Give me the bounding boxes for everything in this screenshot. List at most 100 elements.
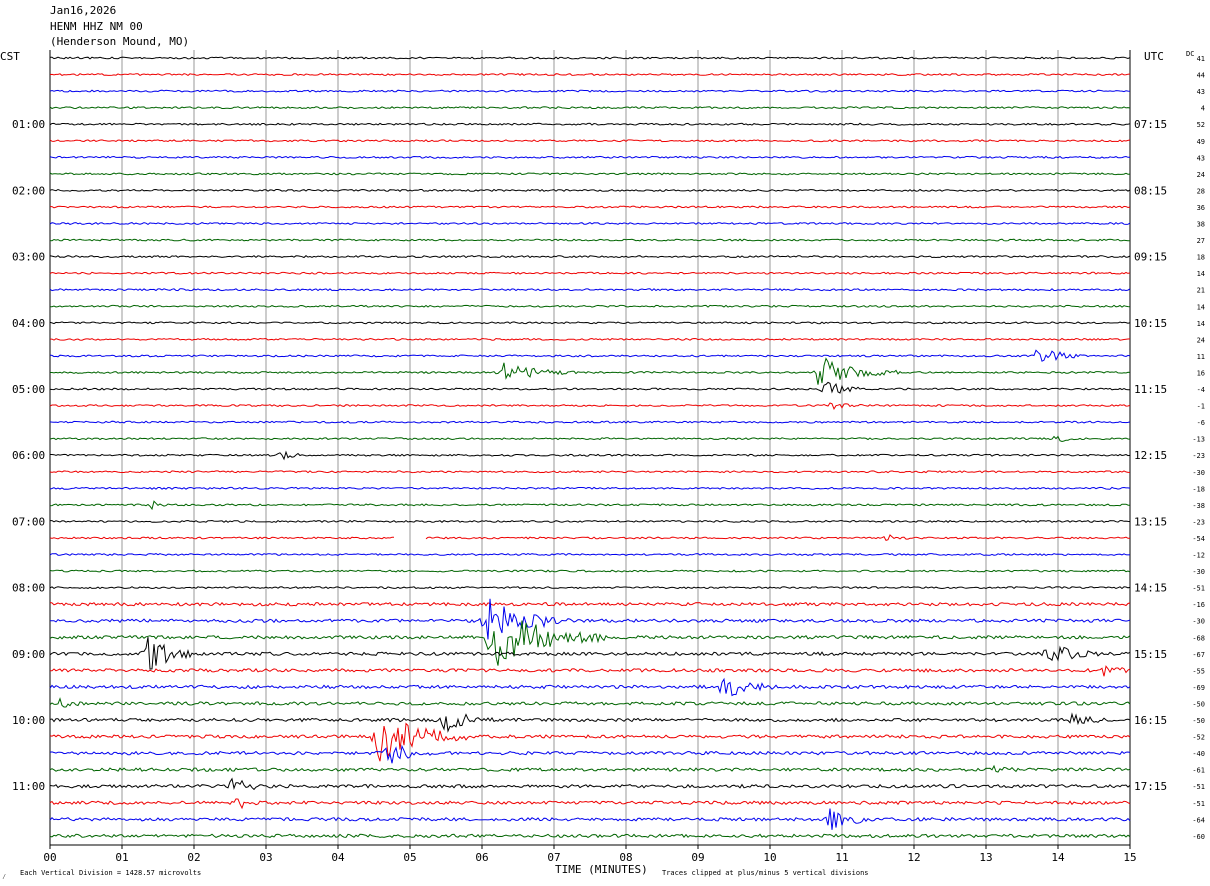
trace-row-26 [49,486,1131,490]
dc-offset-label: -13 [1192,436,1205,444]
station-location: (Henderson Mound, MO) [50,35,190,48]
dc-offset-label: -50 [1192,700,1205,708]
trace-rows [49,56,1131,839]
corner-mark: ⁄ [2,873,6,881]
x-tick-label: 01 [115,851,128,864]
right-axis-title: UTC [1144,50,1164,63]
dc-offset-label: -51 [1192,585,1205,593]
left-axis-title: CST [0,50,20,63]
dc-offset-label: -51 [1192,800,1205,808]
dc-offset-label: -23 [1192,518,1205,526]
chart-date: Jan16,2026 [50,4,117,17]
trace-row-22 [49,420,1131,424]
trace-row-3 [49,106,1131,110]
dc-offset-label: -68 [1192,634,1205,642]
trace-row-35 [49,620,1131,666]
trace-row-8 [49,188,1131,192]
trace-row-16 [49,321,1131,325]
trace-row-20 [49,381,1131,394]
minute-grid [49,50,1131,846]
cst-time-label: 02:00 [12,184,45,197]
trace-row-2 [49,89,1131,93]
x-tick-label: 02 [187,851,200,864]
dc-offset-label: -67 [1192,651,1205,659]
trace-row-34 [50,598,1131,640]
trace-row-43 [49,764,1131,773]
trace-row-5 [49,139,1131,143]
x-tick-label: 03 [259,851,272,864]
cst-time-label: 11:00 [12,780,45,793]
trace-row-37 [50,665,1131,677]
utc-time-label: 09:15 [1134,251,1167,264]
trace-row-25 [49,470,1130,474]
utc-time-label: 08:15 [1134,184,1167,197]
dc-offset-label: -55 [1192,667,1205,675]
station-code: HENM HHZ NM 00 [50,20,143,33]
x-tick-label: 00 [43,851,56,864]
utc-time-label: 13:15 [1134,515,1167,528]
dc-offset-label: -4 [1197,386,1205,394]
x-tick-label: 13 [979,851,992,864]
dc-offset-label: 27 [1197,237,1205,245]
trace-row-40 [49,712,1131,733]
dc-offset-label: 52 [1197,121,1205,129]
dc-offset-label: -12 [1192,552,1205,560]
dc-offset-label: 11 [1197,353,1205,361]
dc-offset-label: 14 [1197,303,1205,311]
dc-offset-label: -40 [1192,750,1205,758]
trace-row-23 [49,435,1131,443]
dc-offset-label: -64 [1192,816,1205,824]
trace-row-15 [50,304,1131,308]
trace-row-39 [49,697,1131,708]
dc-offset-label: 24 [1197,336,1205,344]
trace-row-29 [49,534,1131,542]
x-tick-label: 10 [763,851,776,864]
trace-row-1 [49,73,1131,77]
x-tick-label: 07 [547,851,560,864]
dc-offset-label: -16 [1192,601,1205,609]
trace-row-33 [49,601,1131,607]
cst-time-label: 04:00 [12,317,45,330]
trace-row-42 [49,744,1131,764]
dc-offset-label: 24 [1197,171,1205,179]
dc-offset-label: -61 [1192,767,1205,775]
trace-row-0 [49,56,1131,60]
trace-row-36 [49,637,1131,670]
trace-row-12 [49,255,1131,259]
trace-row-17 [50,337,1131,341]
trace-row-28 [50,519,1131,523]
x-tick-label: 05 [403,851,416,864]
utc-time-label: 17:15 [1134,780,1167,793]
dc-column-title: DC [1186,50,1194,58]
trace-row-19 [50,357,1131,385]
cst-time-label: 10:00 [12,714,45,727]
dc-offset-label: -6 [1197,419,1205,427]
trace-row-41 [49,722,1131,762]
dc-offset-label: 21 [1197,287,1205,295]
trace-row-10 [49,221,1131,226]
trace-row-21 [49,402,1131,411]
dc-offset-label: 41 [1197,55,1205,63]
dc-offset-label: -60 [1192,833,1205,841]
dc-offset-label: -30 [1192,618,1205,626]
dc-offset-label: 49 [1197,138,1205,146]
x-tick-label: 11 [835,851,848,864]
x-tick-label: 08 [619,851,632,864]
utc-time-label: 14:15 [1134,582,1167,595]
trace-row-6 [49,155,1131,159]
dc-offset-label: -50 [1192,717,1205,725]
cst-time-label: 06:00 [12,449,45,462]
dc-offset-label: -54 [1192,535,1205,543]
dc-offset-label: 44 [1197,72,1205,80]
cst-time-label: 03:00 [12,251,45,264]
scale-note: Each Vertical Division = 1428.57 microvo… [20,869,201,877]
cst-time-label: 05:00 [12,383,45,396]
dc-offset-label: -52 [1192,734,1205,742]
dc-offset-label: -18 [1192,485,1205,493]
cst-time-label: 01:00 [12,118,45,131]
trace-row-31 [49,569,1131,573]
dc-offset-label: 4 [1201,105,1205,113]
trace-row-9 [50,205,1131,209]
cst-time-label: 09:00 [12,648,45,661]
